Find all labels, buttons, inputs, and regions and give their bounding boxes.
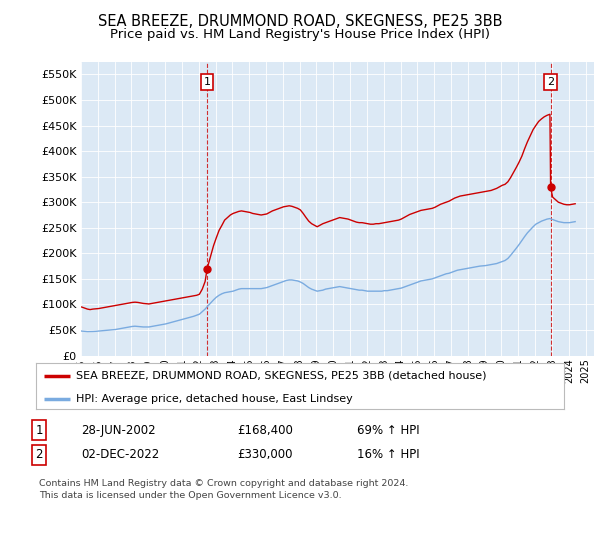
Text: £330,000: £330,000: [237, 448, 293, 461]
Text: Contains HM Land Registry data © Crown copyright and database right 2024.
This d: Contains HM Land Registry data © Crown c…: [39, 479, 409, 500]
Text: £168,400: £168,400: [237, 423, 293, 437]
Text: Price paid vs. HM Land Registry's House Price Index (HPI): Price paid vs. HM Land Registry's House …: [110, 28, 490, 41]
Text: HPI: Average price, detached house, East Lindsey: HPI: Average price, detached house, East…: [76, 394, 352, 404]
Text: 2: 2: [35, 448, 43, 461]
Text: 1: 1: [35, 423, 43, 437]
Text: 69% ↑ HPI: 69% ↑ HPI: [357, 423, 419, 437]
Text: 16% ↑ HPI: 16% ↑ HPI: [357, 448, 419, 461]
Text: 2: 2: [547, 77, 554, 87]
Text: 28-JUN-2002: 28-JUN-2002: [81, 423, 155, 437]
Text: SEA BREEZE, DRUMMOND ROAD, SKEGNESS, PE25 3BB: SEA BREEZE, DRUMMOND ROAD, SKEGNESS, PE2…: [98, 14, 502, 29]
Text: 02-DEC-2022: 02-DEC-2022: [81, 448, 159, 461]
Text: 1: 1: [203, 77, 211, 87]
Text: SEA BREEZE, DRUMMOND ROAD, SKEGNESS, PE25 3BB (detached house): SEA BREEZE, DRUMMOND ROAD, SKEGNESS, PE2…: [76, 371, 486, 381]
